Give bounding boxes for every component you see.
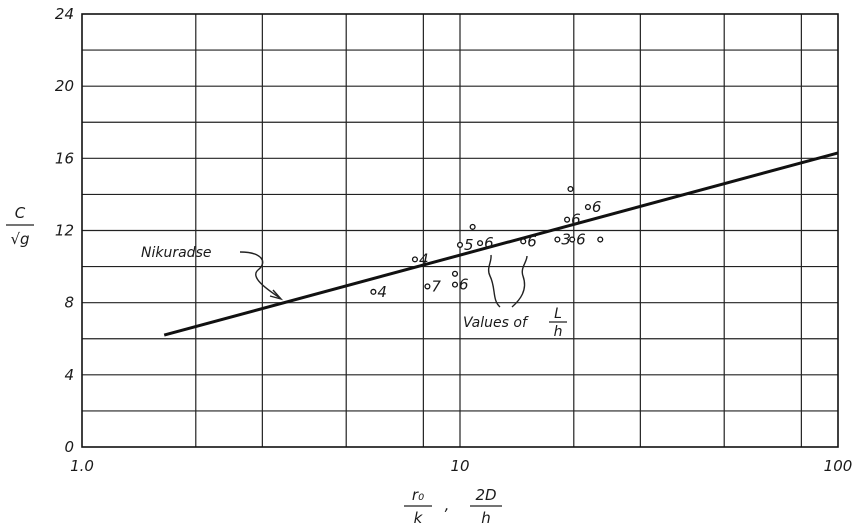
data-point-label: 6 [527, 232, 537, 250]
annotation-nikuradse-arrow [239, 251, 281, 299]
annotation-values-arrow-2 [511, 255, 528, 308]
annotation-nikuradse: Nikuradse [141, 245, 211, 261]
data-point-label: 6 [484, 234, 494, 252]
y-tick-label: 4 [64, 366, 74, 384]
annotation-values-frac-num: L [554, 306, 562, 322]
data-point [520, 238, 527, 245]
tick-labels: 0 4 8 12 16 20 24 1.0 10 100 [55, 5, 852, 475]
x-tick-label: 100 [824, 457, 853, 475]
data-point [451, 281, 459, 288]
x-axis-label-term1-numerator: r₀ [412, 486, 424, 504]
y-tick-label: 12 [55, 222, 74, 240]
series-line-nikuradse [163, 151, 839, 337]
data-point-label: 6 [592, 198, 602, 216]
data-point [451, 270, 459, 277]
data-point-label: 6 [571, 211, 581, 229]
data-point [456, 241, 464, 248]
y-tick-label: 0 [64, 438, 74, 456]
y-axis-label-denominator: √g [10, 230, 29, 248]
data-point [554, 236, 561, 243]
annotation-values-of: Values of [463, 315, 529, 331]
y-tick-label: 20 [55, 77, 74, 95]
y-tick-label: 24 [55, 5, 74, 23]
x-axis-label-separator: , [445, 496, 450, 514]
data-point [569, 236, 576, 243]
y-axis-label-numerator: C [15, 204, 26, 222]
data-point-label: 3 [561, 231, 571, 249]
x-tick-label: 10 [450, 457, 469, 475]
data-point [597, 236, 604, 243]
data-point [564, 216, 571, 223]
x-tick-label: 1.0 [70, 457, 94, 475]
data-point [567, 185, 574, 193]
grid [82, 14, 838, 447]
data-point-label: 4 [377, 283, 387, 301]
data-point [424, 283, 431, 290]
data-point [370, 288, 377, 295]
x-axis-label-term2-denominator: h [481, 509, 491, 527]
annotation-values-frac-den: h [554, 324, 563, 340]
x-axis-label-term2-numerator: 2D [475, 486, 496, 504]
x-axis-label-term1-denominator: k [414, 509, 424, 527]
data-point-label: 6 [576, 231, 586, 249]
data-point-label: 5 [464, 236, 474, 254]
annotation-values-arrow-1 [487, 254, 501, 308]
y-tick-label: 16 [55, 149, 74, 167]
data-point-label: 4 [419, 250, 429, 268]
data-point [584, 203, 591, 211]
plot-frame [81, 13, 839, 448]
data-point [411, 256, 418, 263]
data-point-label: 6 [459, 276, 469, 294]
data-point [477, 240, 484, 247]
data-point-label: 7 [431, 277, 441, 295]
data-point [469, 223, 476, 230]
y-tick-label: 8 [64, 294, 74, 312]
arrowhead-icon [269, 289, 284, 301]
